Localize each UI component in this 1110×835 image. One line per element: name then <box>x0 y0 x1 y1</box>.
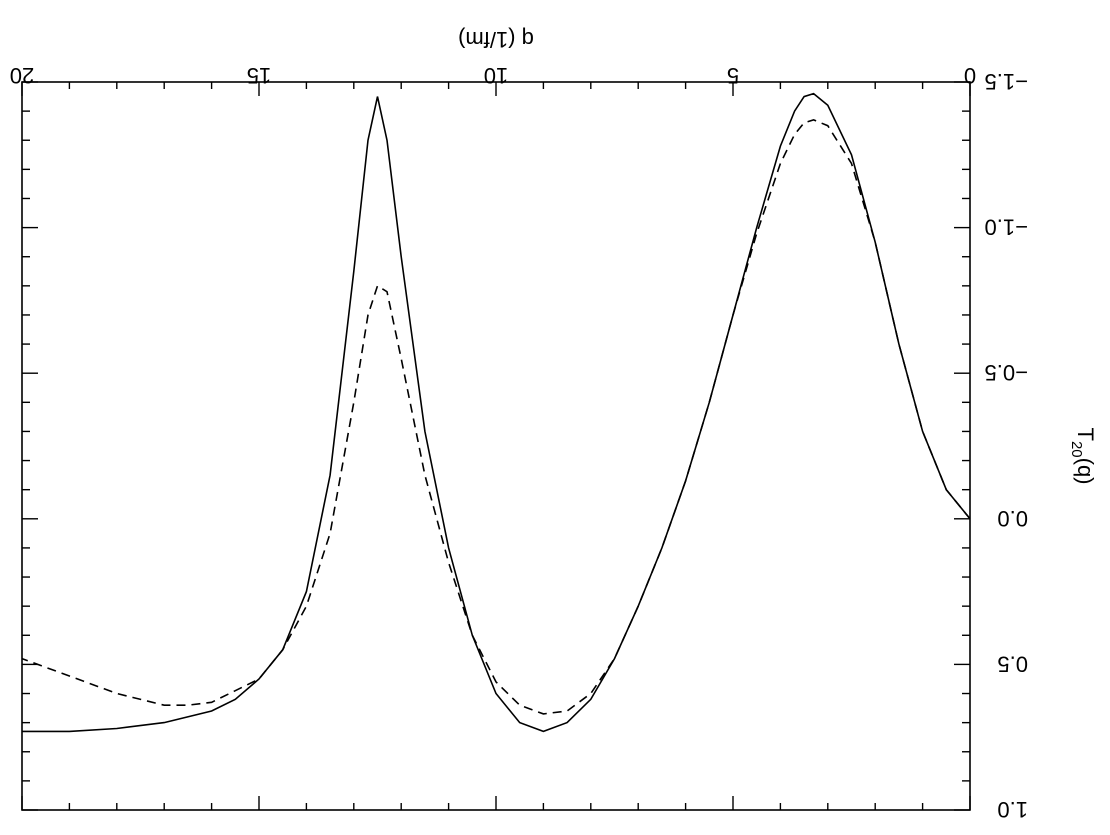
x-tick-label: 20 <box>10 63 34 88</box>
x-tick-label: 0 <box>964 63 976 88</box>
x-axis-title: q (1/fm) <box>458 27 534 52</box>
x-tick-label: 15 <box>247 63 271 88</box>
x-tick-label: 5 <box>727 63 739 88</box>
y-tick-label: 0.0 <box>997 506 1028 531</box>
y-axis-title-main: T <box>1073 427 1098 440</box>
plot-frame <box>21 81 971 811</box>
y-axis-title-subscript: 20 <box>1068 441 1085 458</box>
y-axis-title-tail: (q) <box>1073 458 1098 485</box>
y-tick-label: 0.5 <box>997 651 1028 676</box>
y-tick-label: −1.5 <box>985 69 1028 94</box>
series-line-dashed <box>21 119 971 715</box>
y-tick-label: 1.0 <box>997 797 1028 822</box>
y-axis-title: T20(q) <box>1068 427 1098 484</box>
x-tick-label: 10 <box>484 63 508 88</box>
y-tick-label: −0.5 <box>985 360 1028 385</box>
series-line-solid <box>22 92 971 733</box>
y-tick-label: −1.0 <box>985 215 1028 240</box>
